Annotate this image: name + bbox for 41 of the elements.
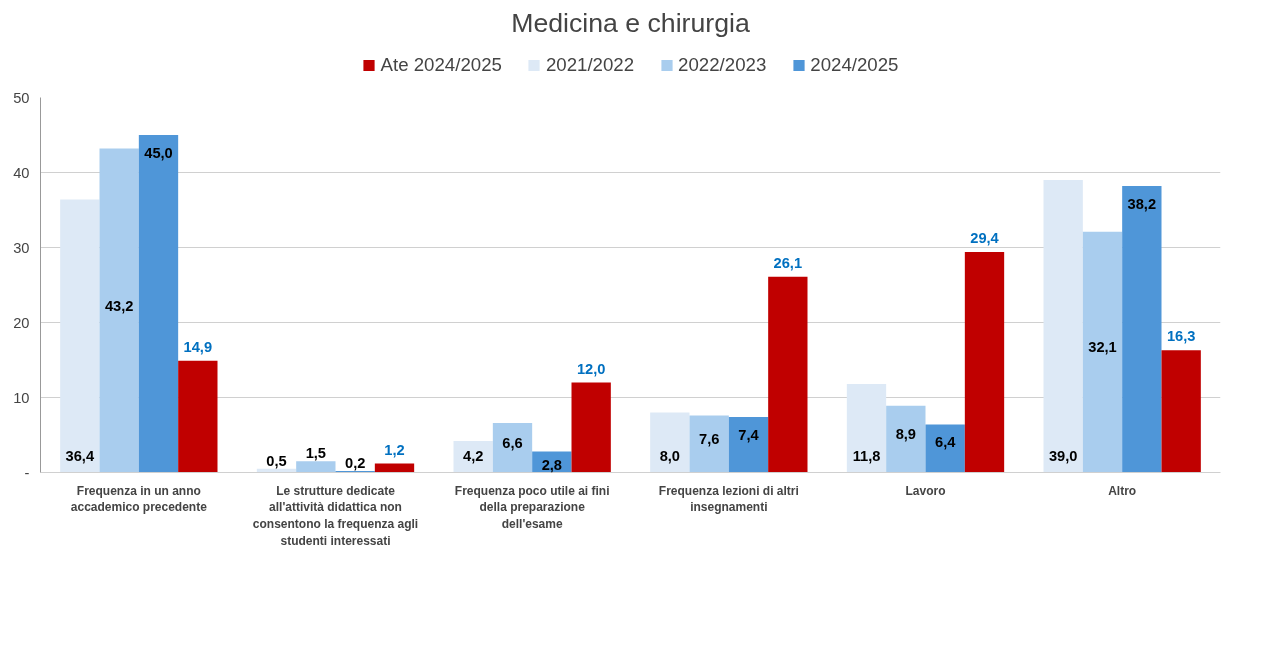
data-label: 43,2 xyxy=(104,297,134,314)
data-label: 12,0 xyxy=(576,360,606,377)
data-label: 6,4 xyxy=(934,434,957,450)
data-label: 45,0 xyxy=(144,144,173,161)
data-label: 0,2 xyxy=(344,455,366,471)
data-label: 4,2 xyxy=(462,448,484,465)
x-tick-label: Le strutture dedicate all'attività didattica non consentono la frequenza agli studenti interessati xyxy=(252,483,419,548)
data-label: 1,5 xyxy=(305,445,327,462)
data-label: 0,5 xyxy=(266,452,287,469)
x-tick-label: Frequenza in un anno accademico precedente xyxy=(70,483,208,515)
data-label: 6,6 xyxy=(502,434,523,451)
x-tick-label: Lavoro xyxy=(905,483,946,498)
y-tick-label: - xyxy=(24,464,30,481)
chart-title: Medicina e chirurgia xyxy=(511,7,750,38)
x-tick-label: Frequenza poco utile ai fini della preparazione dell'esame xyxy=(454,483,610,532)
data-label: 38,2 xyxy=(1127,195,1157,212)
data-label: 7,6 xyxy=(698,431,720,447)
data-label: 8,9 xyxy=(895,426,917,443)
data-label: 16,3 xyxy=(1166,328,1196,345)
y-tick-label: 40 xyxy=(13,164,30,181)
data-label: 29,4 xyxy=(970,230,1000,246)
data-label: 11,8 xyxy=(852,448,881,465)
legend-label: 2024/2025 xyxy=(810,53,899,76)
data-label: 26,1 xyxy=(773,254,803,271)
x-tick-label: Altro xyxy=(1108,483,1137,498)
y-tick-label: 50 xyxy=(13,89,30,106)
legend-label: 2021/2022 xyxy=(545,53,635,76)
data-label: 36,4 xyxy=(65,448,95,465)
x-tick-label: Frequenza lezioni di altri insegnamenti xyxy=(658,483,799,515)
y-tick-label: 10 xyxy=(13,389,30,406)
data-label: 39,0 xyxy=(1048,448,1078,465)
data-label: 7,4 xyxy=(738,426,760,443)
data-label: 14,9 xyxy=(183,338,213,355)
data-label: 1,2 xyxy=(384,441,405,458)
data-label: 8,0 xyxy=(659,448,681,465)
y-tick-label: 30 xyxy=(13,239,30,256)
data-label: 32,1 xyxy=(1088,339,1117,356)
legend-label: 2022/2023 xyxy=(678,53,767,76)
y-tick-label: 20 xyxy=(13,314,30,331)
legend-label: Ate 2024/2025 xyxy=(380,53,502,76)
data-label: 2,8 xyxy=(541,457,563,474)
